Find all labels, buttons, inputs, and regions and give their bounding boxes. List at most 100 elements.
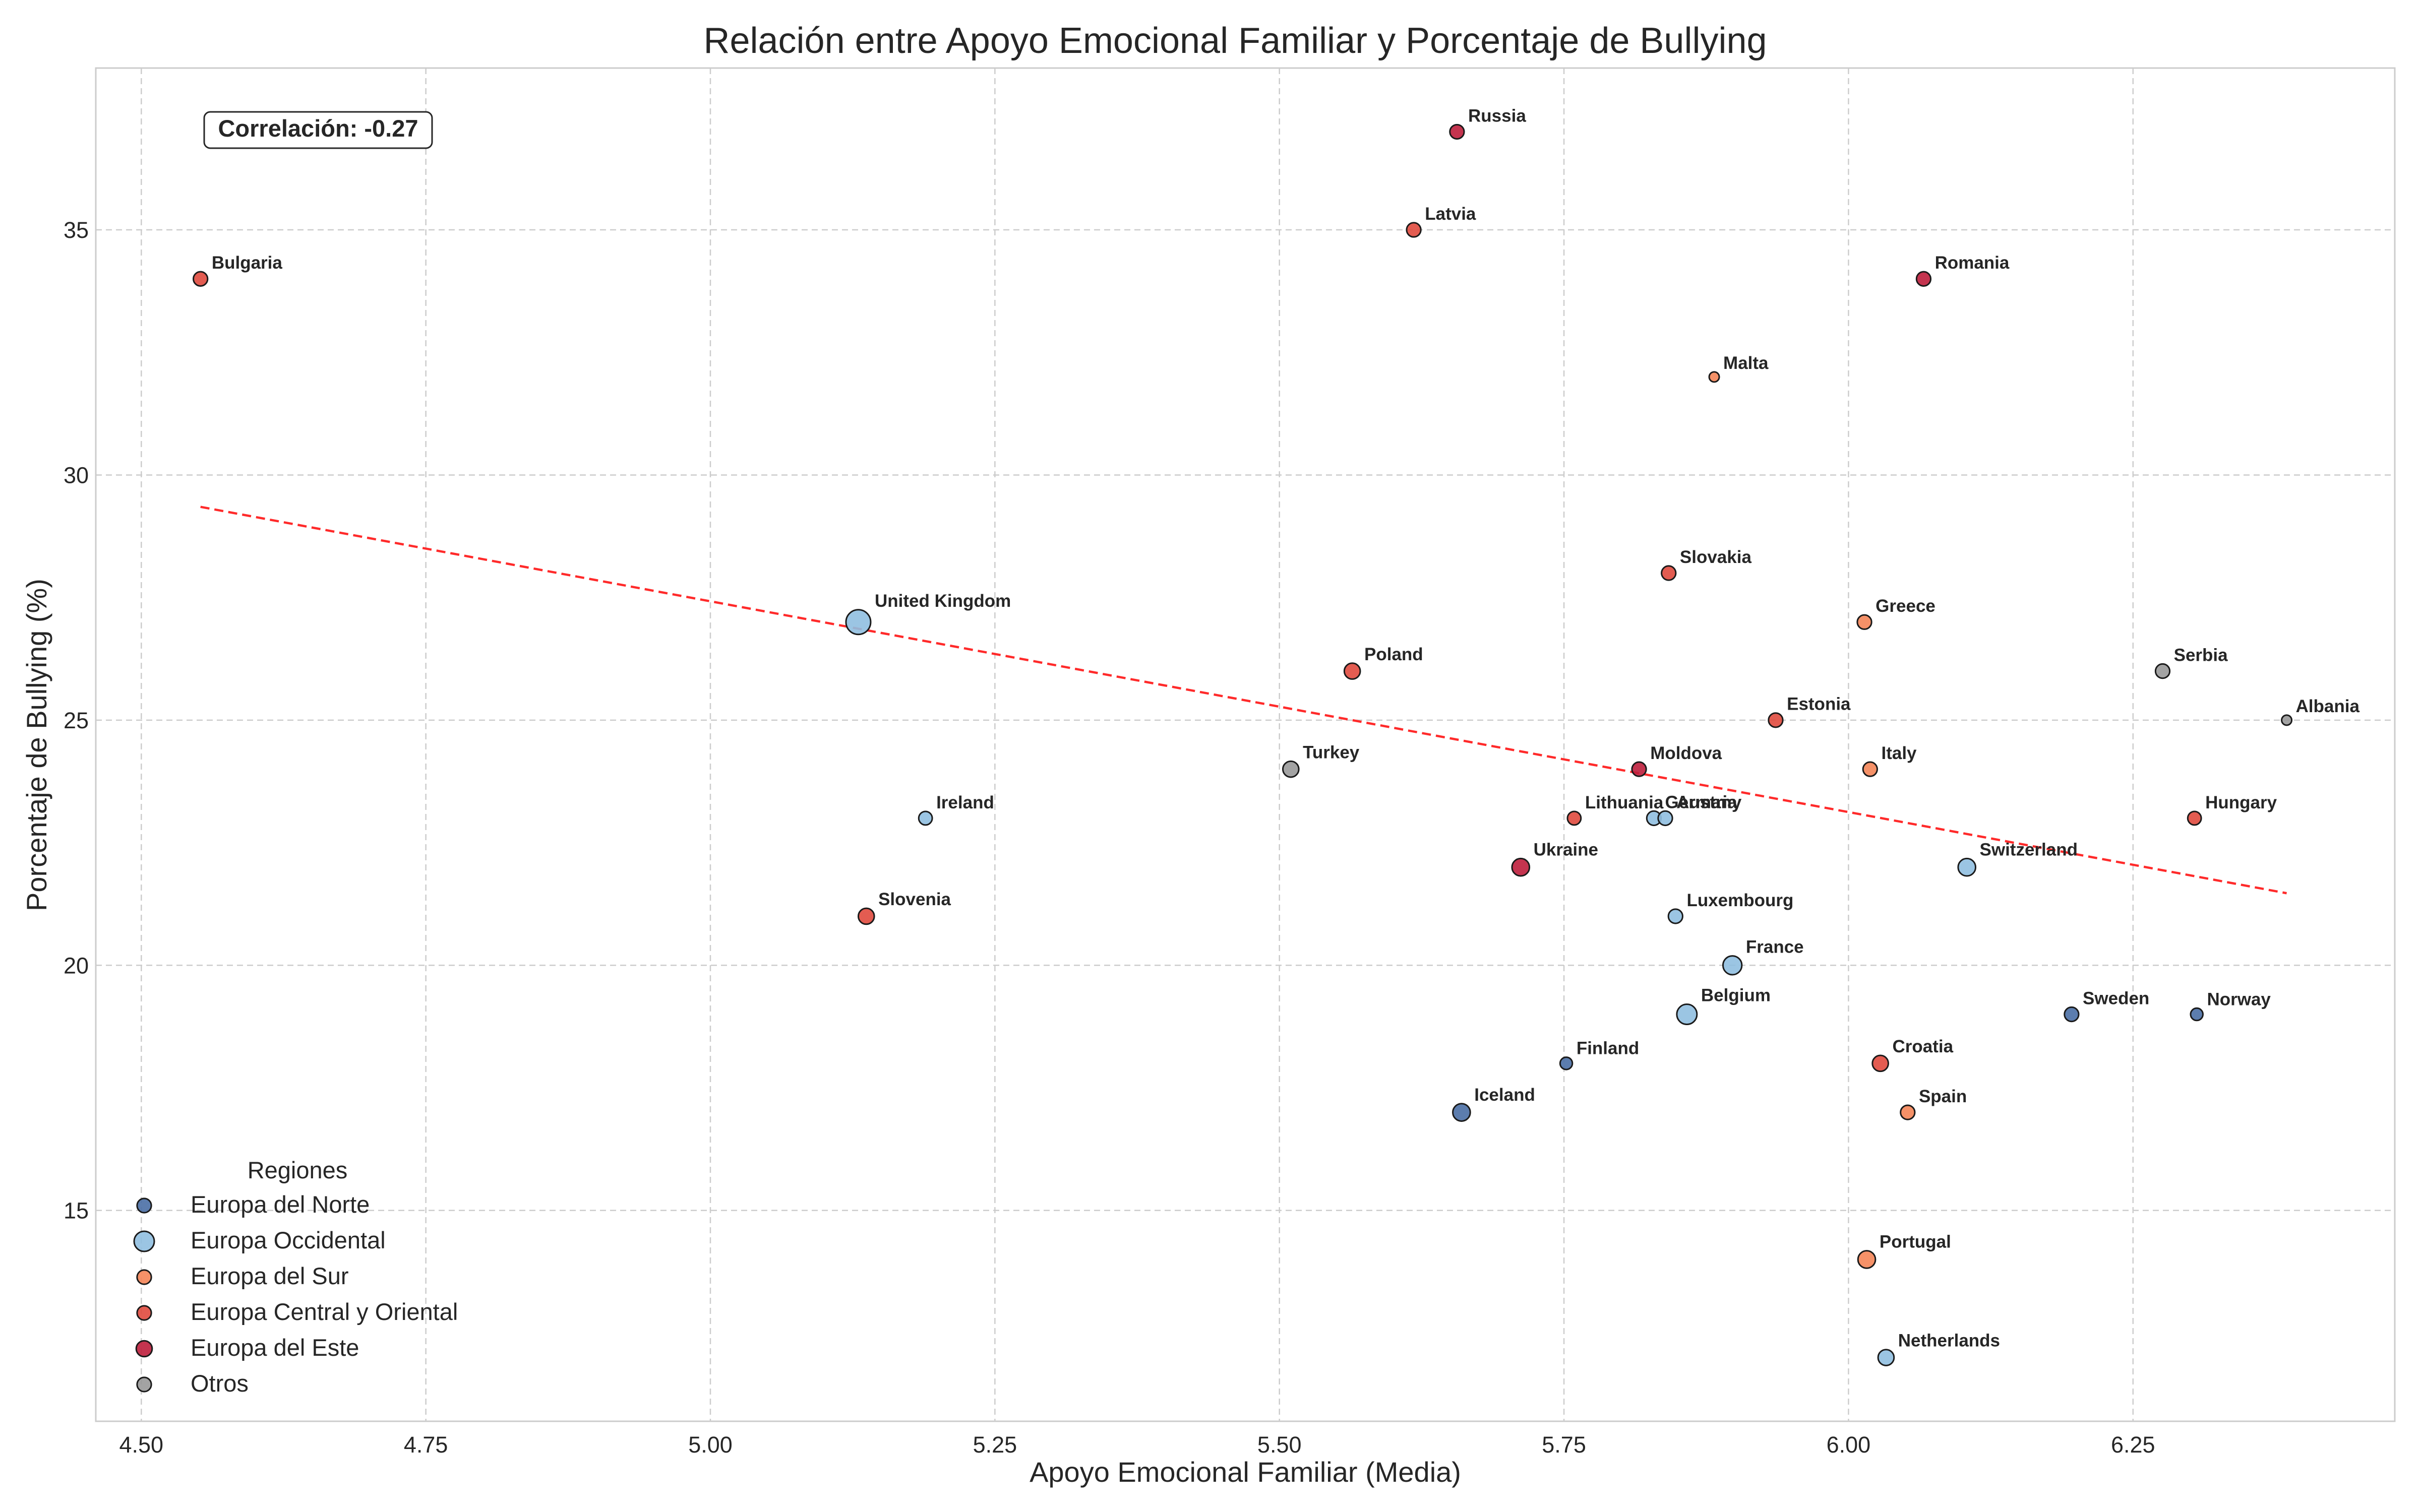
point-label: Ireland [936, 793, 994, 812]
point-label: Poland [1364, 645, 1423, 664]
data-point [2064, 1006, 2080, 1023]
point-label: Luxembourg [1686, 891, 1793, 910]
data-point [1768, 712, 1784, 728]
point-label: Spain [1919, 1087, 1967, 1106]
data-point [1559, 1056, 1574, 1070]
point-label: Turkey [1303, 742, 1360, 762]
point-label: Slovakia [1680, 547, 1752, 567]
legend-marker [136, 1198, 152, 1214]
data-point [1900, 1104, 1916, 1120]
legend-marker [135, 1340, 153, 1358]
data-point [193, 271, 209, 287]
point-label: Finland [1577, 1039, 1639, 1058]
legend-marker [136, 1269, 152, 1285]
point-label: Hungary [2205, 793, 2277, 812]
point-label: United Kingdom [875, 591, 1011, 611]
legend-marker [133, 1230, 155, 1252]
point-label: Portugal [1880, 1232, 1951, 1252]
legend-label: Europa del Norte [191, 1191, 370, 1218]
point-label: Austria [1676, 792, 1737, 812]
data-point [1343, 662, 1361, 680]
y-tick-label: 35 [64, 217, 89, 243]
x-tick-label: 4.75 [404, 1432, 448, 1458]
x-tick-label: 5.25 [973, 1432, 1017, 1458]
point-label: Greece [1876, 596, 1935, 616]
data-point [2187, 810, 2202, 826]
y-axis-label: Porcentaje de Bullying (%) [21, 579, 52, 911]
trendline [200, 506, 2287, 895]
data-point [918, 810, 933, 826]
x-tick-label: 5.50 [1257, 1432, 1302, 1458]
data-point [1667, 908, 1683, 924]
correlation-label: Correlación: -0.27 [218, 115, 418, 142]
x-tick-label: 6.25 [2111, 1432, 2155, 1458]
data-point [1871, 1054, 1889, 1073]
data-point [1449, 123, 1465, 140]
point-label: Belgium [1701, 986, 1771, 1005]
data-point [1631, 761, 1647, 777]
data-point [1282, 760, 1300, 778]
data-point [1661, 565, 1677, 581]
data-point [1877, 1349, 1895, 1366]
point-label: Russia [1468, 106, 1526, 125]
x-axis-ticks: 4.50 4.75 5.00 5.25 5.50 5.75 6.00 6.25 [119, 1432, 2155, 1458]
legend-title: Regiones [248, 1157, 348, 1183]
point-label: Estonia [1787, 695, 1851, 714]
point-label: Germany [1665, 792, 1742, 812]
point-label: Romania [1935, 253, 2010, 273]
point-label: Moldova [1650, 743, 1722, 763]
data-point [2190, 1007, 2204, 1022]
y-tick-label: 20 [64, 953, 89, 978]
data-point [1676, 1003, 1698, 1026]
data-points [193, 123, 2293, 1366]
point-label: Malta [1723, 353, 1769, 373]
data-point [2281, 714, 2293, 726]
point-label: Iceland [1474, 1085, 1535, 1105]
data-point [1722, 955, 1743, 976]
legend-marker [136, 1305, 152, 1321]
data-point [2154, 663, 2171, 679]
legend-label: Europa Occidental [191, 1227, 386, 1253]
data-point [1406, 222, 1422, 238]
x-tick-label: 5.00 [688, 1432, 733, 1458]
point-label: Slovenia [878, 890, 951, 909]
y-tick-label: 30 [64, 462, 89, 488]
point-label: Norway [2207, 989, 2271, 1009]
trendline-layer [200, 506, 2287, 895]
point-label: Bulgaria [212, 253, 283, 273]
x-tick-label: 6.00 [1827, 1432, 1871, 1458]
plot-frame [95, 67, 2396, 1422]
data-point [1566, 810, 1582, 826]
point-label: Netherlands [1898, 1331, 2000, 1351]
data-point [1857, 1250, 1877, 1269]
data-point [1862, 761, 1878, 777]
point-label: Sweden [2083, 988, 2149, 1008]
y-tick-label: 15 [64, 1198, 89, 1224]
grid [96, 68, 2395, 1421]
data-point [1915, 271, 1932, 287]
point-label: Croatia [1892, 1037, 1953, 1056]
point-label: Switzerland [1980, 840, 2078, 859]
point-labels: Bulgaria Russia Latvia Romania Malta Slovakia… [212, 106, 2360, 1350]
data-point [857, 907, 875, 925]
data-point [1657, 810, 1673, 827]
data-point [1957, 857, 1977, 877]
point-label: Latvia [1425, 204, 1476, 224]
data-point [1708, 371, 1720, 383]
data-point [845, 609, 872, 636]
data-point [1856, 614, 1872, 630]
data-point [1511, 857, 1531, 877]
y-tick-label: 25 [64, 708, 89, 733]
point-label: Ukraine [1534, 840, 1598, 859]
point-label: Italy [1881, 743, 1917, 763]
x-axis-label: Apoyo Emocional Familiar (Media) [1030, 1456, 1461, 1488]
legend-marker [136, 1376, 152, 1393]
legend: Regiones Europa del Norte Europa Occident… [133, 1157, 458, 1397]
y-axis-ticks: 15 20 25 30 35 [64, 217, 89, 1224]
correlation-box-frame [203, 111, 433, 149]
legend-label: Otros [191, 1370, 249, 1397]
legend-label: Europa del Este [191, 1334, 359, 1361]
correlation-box: Correlación: -0.27 [203, 111, 433, 149]
